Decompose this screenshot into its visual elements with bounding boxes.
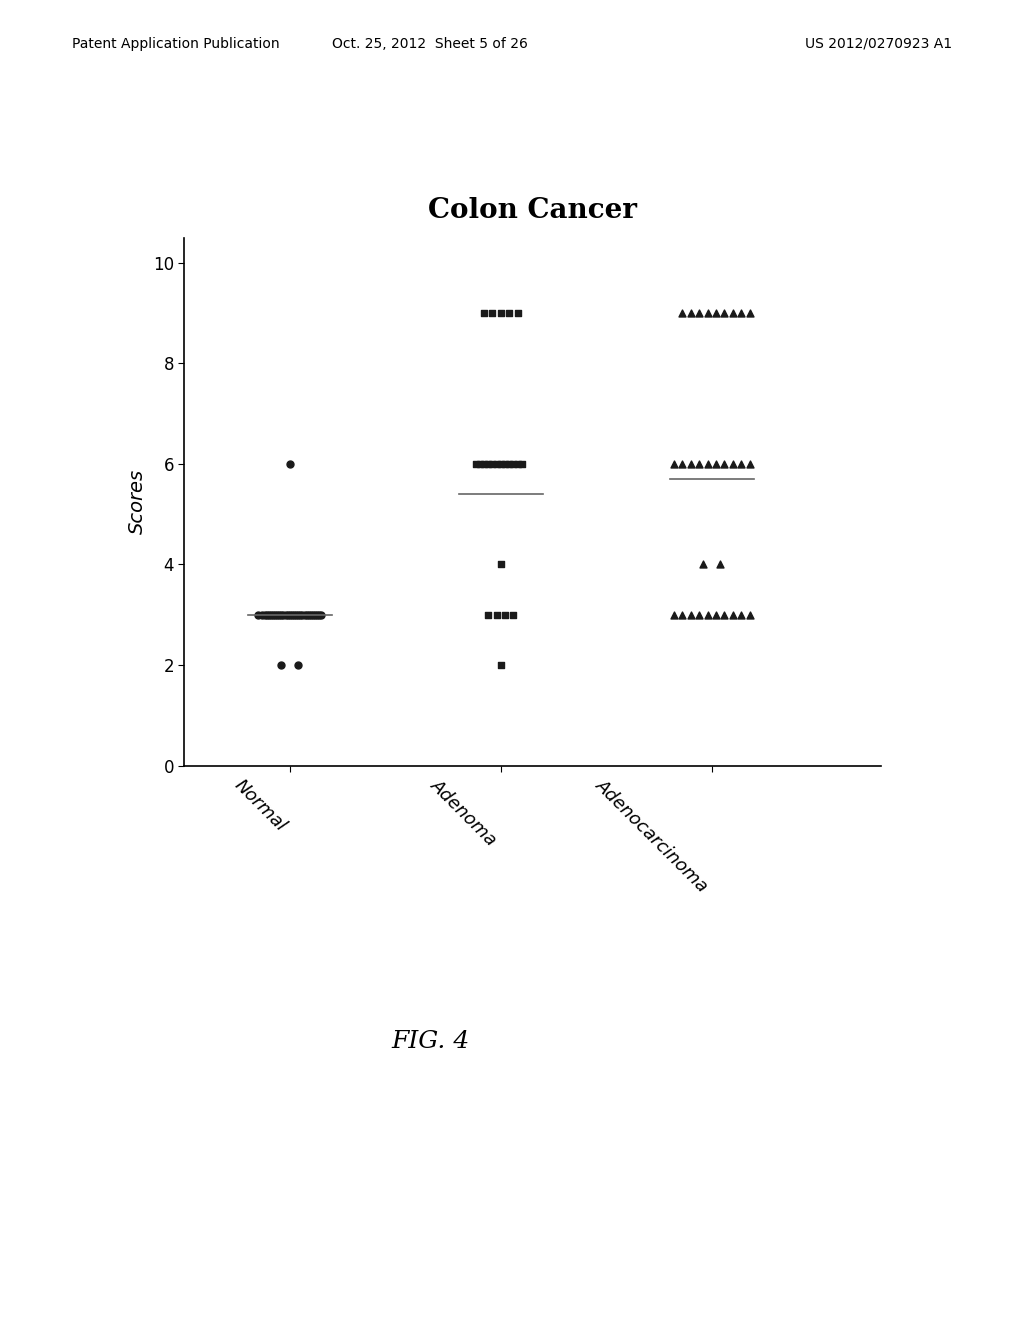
Point xyxy=(484,302,501,323)
Point xyxy=(488,453,505,474)
Point xyxy=(260,605,276,626)
Text: US 2012/0270923 A1: US 2012/0270923 A1 xyxy=(805,37,952,51)
Point xyxy=(505,453,521,474)
Point xyxy=(741,453,758,474)
Point xyxy=(271,605,288,626)
Point xyxy=(299,605,315,626)
Point xyxy=(733,453,750,474)
Point xyxy=(294,605,310,626)
Point xyxy=(493,302,509,323)
Point xyxy=(273,655,290,676)
Point xyxy=(488,605,505,626)
Point xyxy=(275,605,292,626)
Point xyxy=(691,453,708,474)
Point xyxy=(505,605,521,626)
Point xyxy=(313,605,330,626)
Point xyxy=(717,302,733,323)
Point xyxy=(476,302,493,323)
Point xyxy=(501,302,517,323)
Point xyxy=(674,453,690,474)
Point xyxy=(708,453,724,474)
Point xyxy=(273,605,290,626)
Point xyxy=(258,605,274,626)
Point xyxy=(282,605,298,626)
Point xyxy=(708,605,724,626)
Title: Colon Cancer: Colon Cancer xyxy=(428,197,637,224)
Point xyxy=(292,605,308,626)
Point xyxy=(493,554,509,576)
Point xyxy=(691,605,708,626)
Point xyxy=(284,605,300,626)
Point xyxy=(471,453,487,474)
Point xyxy=(497,453,513,474)
Point xyxy=(267,605,284,626)
Point xyxy=(725,453,741,474)
Point xyxy=(497,605,513,626)
Point xyxy=(725,605,741,626)
Point xyxy=(290,605,306,626)
Point xyxy=(303,605,319,626)
Point xyxy=(305,605,322,626)
Text: Oct. 25, 2012  Sheet 5 of 26: Oct. 25, 2012 Sheet 5 of 26 xyxy=(332,37,528,51)
Point xyxy=(269,605,286,626)
Y-axis label: Scores: Scores xyxy=(128,469,147,535)
Point xyxy=(741,302,758,323)
Point xyxy=(674,302,690,323)
Point xyxy=(717,605,733,626)
Point xyxy=(256,605,272,626)
Point xyxy=(282,453,298,474)
Point xyxy=(309,605,326,626)
Point xyxy=(501,453,517,474)
Point xyxy=(307,605,324,626)
Point xyxy=(733,605,750,626)
Point xyxy=(493,453,509,474)
Point xyxy=(683,453,699,474)
Point xyxy=(476,453,493,474)
Point xyxy=(510,302,526,323)
Point xyxy=(674,605,690,626)
Point xyxy=(699,302,716,323)
Point xyxy=(666,453,682,474)
Point xyxy=(467,453,483,474)
Text: FIG. 4: FIG. 4 xyxy=(391,1030,469,1052)
Point xyxy=(301,605,317,626)
Point xyxy=(484,453,501,474)
Point xyxy=(708,302,724,323)
Point xyxy=(254,605,270,626)
Point xyxy=(280,605,296,626)
Point xyxy=(286,605,302,626)
Point xyxy=(311,605,328,626)
Point xyxy=(262,605,279,626)
Point xyxy=(683,302,699,323)
Point xyxy=(278,605,294,626)
Point xyxy=(712,554,728,576)
Point xyxy=(480,453,497,474)
Point xyxy=(290,655,306,676)
Point xyxy=(741,605,758,626)
Point xyxy=(265,605,282,626)
Point xyxy=(480,605,497,626)
Point xyxy=(493,655,509,676)
Point xyxy=(699,453,716,474)
Point xyxy=(725,302,741,323)
Point xyxy=(510,453,526,474)
Point xyxy=(514,453,530,474)
Point xyxy=(733,302,750,323)
Point xyxy=(691,302,708,323)
Text: Patent Application Publication: Patent Application Publication xyxy=(72,37,280,51)
Point xyxy=(683,605,699,626)
Point xyxy=(288,605,304,626)
Point xyxy=(695,554,712,576)
Point xyxy=(250,605,266,626)
Point xyxy=(699,605,716,626)
Point xyxy=(296,605,312,626)
Point xyxy=(717,453,733,474)
Point xyxy=(666,605,682,626)
